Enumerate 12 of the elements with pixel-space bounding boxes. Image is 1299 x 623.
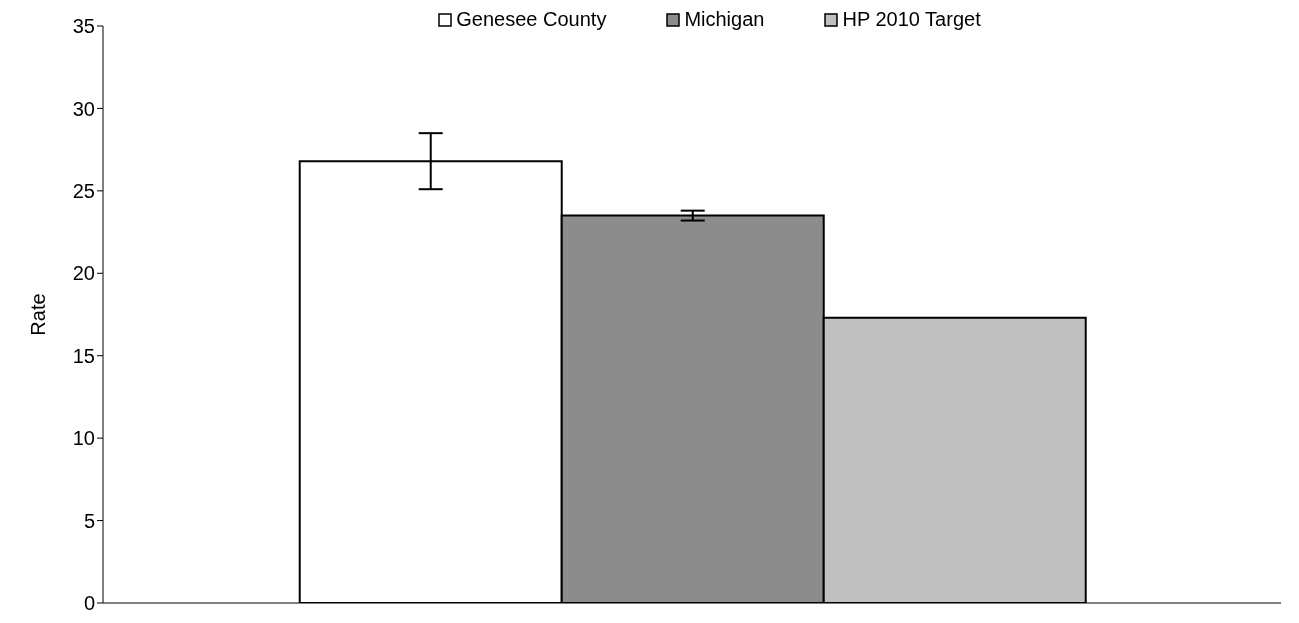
y-tick-label: 15 [72,344,95,367]
y-tick-label: 20 [72,262,95,285]
legend-label: Michigan [684,8,765,31]
y-tick-label: 10 [72,427,95,450]
legend-label: Genesee County [456,8,607,31]
y-tick-label: 30 [72,97,95,120]
legend-label: HP 2010 Target [842,8,981,31]
y-tick-label: 0 [83,592,95,615]
y-tick-label: 5 [83,509,95,532]
y-axis-title: Rate [27,293,50,336]
y-tick-label: 25 [72,179,95,202]
y-tick-label: 35 [72,15,95,38]
